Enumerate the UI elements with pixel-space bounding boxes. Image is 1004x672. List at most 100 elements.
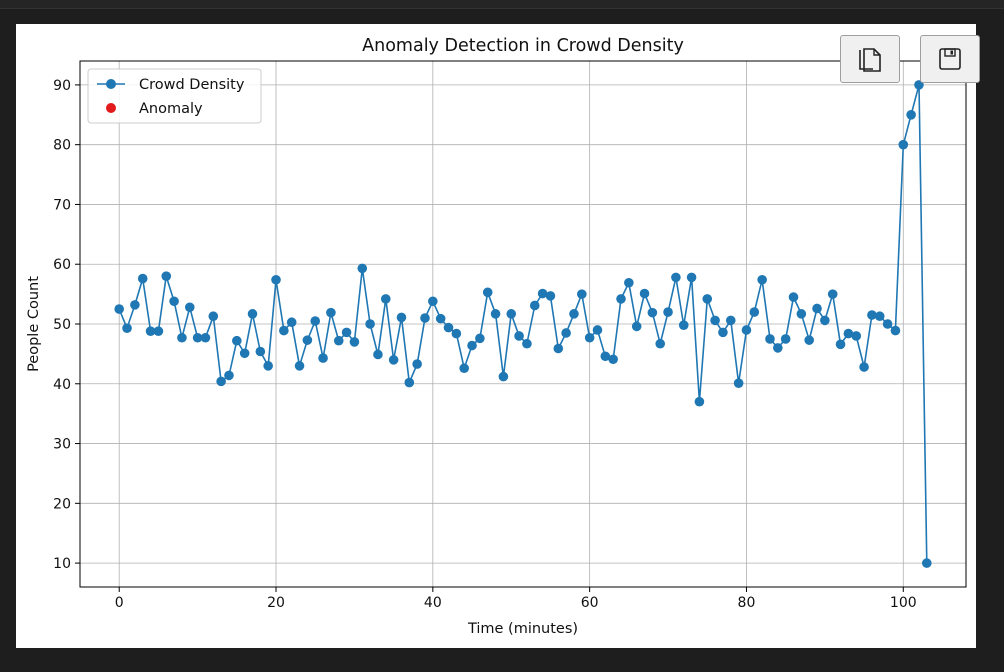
crowd-density-point <box>459 363 469 374</box>
crowd-density-point <box>788 292 799 302</box>
crowd-density-point <box>404 377 415 388</box>
crowd-density-point <box>200 332 211 343</box>
crowd-density-point <box>757 274 767 285</box>
crowd-density-point <box>867 310 877 320</box>
crowd-density-point <box>310 316 321 326</box>
crowd-density-point <box>514 331 524 341</box>
crowd-density-point <box>553 343 564 354</box>
crowd-density-point <box>663 307 673 317</box>
crowd-density-point <box>137 273 148 284</box>
crowd-density-point <box>843 328 854 339</box>
crowd-density-point <box>294 361 305 371</box>
crowd-density-point <box>482 287 493 298</box>
crowd-density-point <box>725 315 736 326</box>
crowd-density-point <box>420 313 430 323</box>
crowd-density-point <box>812 303 822 314</box>
crowd-density-point <box>333 335 344 346</box>
crowd-density-point <box>286 317 297 328</box>
legend-label-anomaly: Anomaly <box>139 101 203 117</box>
legend: Crowd Density Anomaly <box>87 68 262 124</box>
crowd-density-point <box>686 272 697 283</box>
chart-svg: 0 20 40 60 80 100 10 20 30 40 50 60 70 80 90 Anomaly D… <box>26 36 967 637</box>
crowd-density-line <box>118 84 928 564</box>
crowd-density-point <box>216 376 226 387</box>
crowd-density-point <box>678 320 689 330</box>
crowd-density-point <box>820 315 830 326</box>
crowd-density-point <box>608 354 618 365</box>
crowd-density-point <box>247 309 258 319</box>
y-tick-label: 50 <box>53 317 71 333</box>
y-tick-label: 90 <box>53 78 71 94</box>
crowd-density-point <box>921 558 932 568</box>
crowd-density-point <box>851 331 862 341</box>
chart-title: Anomaly Detection in Crowd Density <box>362 36 684 56</box>
crowd-density-point <box>773 343 783 353</box>
crowd-density-point <box>890 325 901 336</box>
window-top-strip <box>0 0 1004 9</box>
y-tick-label: 60 <box>53 257 71 273</box>
plot-frame <box>79 60 967 588</box>
crowd-density-point <box>749 307 760 317</box>
crowd-density-point <box>624 277 634 288</box>
crowd-density-point <box>145 326 156 336</box>
crowd-density-point <box>122 323 132 333</box>
crowd-density-point <box>561 328 571 338</box>
crowd-density-point <box>177 332 187 343</box>
crowd-density-point <box>318 353 328 363</box>
crowd-density-point <box>451 328 462 339</box>
copy-icon <box>859 48 881 72</box>
crowd-density-point <box>428 296 438 307</box>
crowd-density-point <box>537 288 548 299</box>
crowd-density-point <box>443 322 454 333</box>
crowd-density-point <box>741 325 752 335</box>
x-tick-label: 80 <box>738 595 756 611</box>
x-tick-label: 40 <box>424 595 442 611</box>
crowd-density-point <box>435 313 446 324</box>
save-icon <box>939 48 961 70</box>
y-tick-label: 30 <box>53 437 71 453</box>
x-axis-label: Time (minutes) <box>467 621 578 637</box>
crowd-density-point <box>577 289 587 299</box>
crowd-density-point <box>906 109 916 120</box>
crowd-density-point <box>529 300 540 311</box>
crowd-density-point <box>161 271 172 281</box>
y-tick-label: 80 <box>53 138 71 154</box>
crowd-density-point <box>616 294 626 304</box>
crowd-density-point <box>647 307 658 318</box>
legend-box <box>87 68 262 124</box>
crowd-density-point <box>882 319 893 329</box>
crowd-density-point <box>208 311 219 322</box>
crowd-density-point <box>349 337 360 347</box>
x-tick-label: 0 <box>115 595 124 611</box>
legend-marker-crowd-density <box>106 79 116 89</box>
crowd-density-point <box>153 326 164 336</box>
y-tick-label: 20 <box>53 496 71 512</box>
y-axis-label: People Count <box>26 276 42 372</box>
copy-button[interactable] <box>840 35 900 83</box>
crowd-density-point <box>718 327 728 338</box>
crowd-density-point <box>490 309 501 319</box>
crowd-density-point <box>694 396 705 407</box>
crowd-density-point <box>192 332 203 343</box>
crowd-density-point <box>255 346 266 357</box>
legend-label-crowd-density: Crowd Density <box>139 77 245 93</box>
crowd-density-point <box>388 355 399 365</box>
crowd-density-point <box>671 272 681 283</box>
x-tick-label: 100 <box>890 595 917 611</box>
crowd-density-point <box>279 325 289 336</box>
save-button[interactable] <box>920 35 980 83</box>
crowd-density-point <box>655 338 666 349</box>
y-tick-label: 10 <box>53 556 71 572</box>
crowd-density-point <box>827 289 838 299</box>
crowd-density-point <box>326 307 336 318</box>
crowd-density-point <box>898 139 909 150</box>
crowd-density-point <box>804 335 814 345</box>
crowd-density-point <box>710 315 720 326</box>
legend-marker-anomaly <box>106 103 116 113</box>
crowd-density-point <box>592 325 603 335</box>
x-tick-label: 20 <box>267 595 285 611</box>
crowd-density-point <box>114 304 125 314</box>
crowd-density-point <box>232 335 242 346</box>
crowd-density-point <box>702 294 713 304</box>
crowd-density-point <box>796 309 807 319</box>
